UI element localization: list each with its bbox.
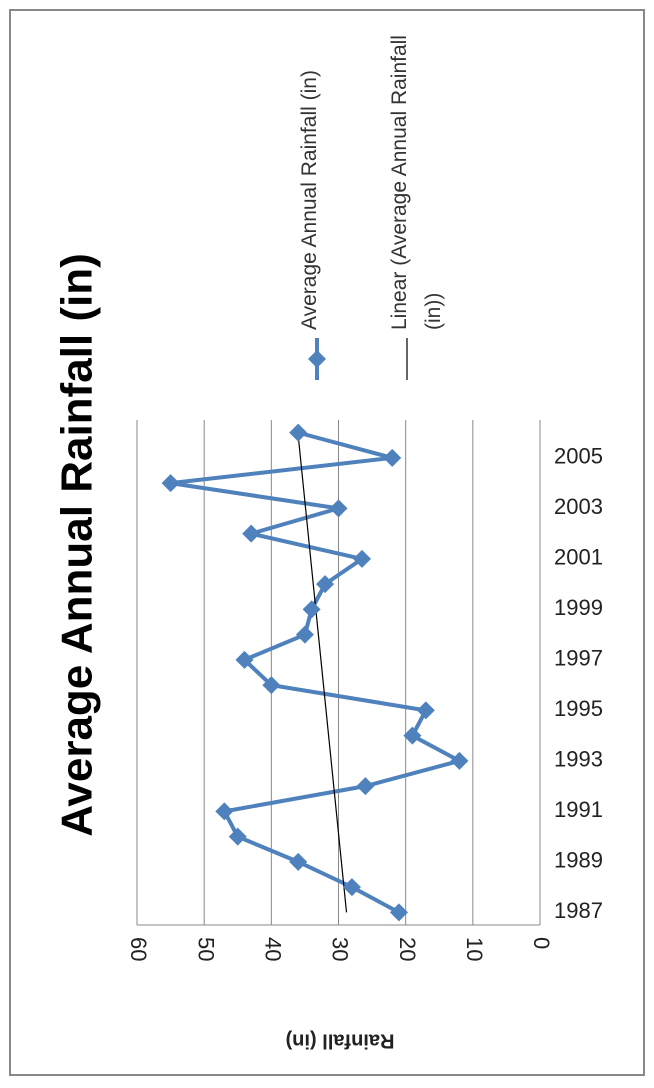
data-point: [329, 499, 348, 518]
y-tick-label: 0: [529, 937, 554, 949]
rotated-chart: Average Annual Rainfall (in) Rainfall (i…: [9, 9, 645, 1076]
data-point: [353, 549, 372, 568]
x-tick-label: 1999: [554, 595, 603, 620]
x-tick-label: 1987: [554, 898, 603, 923]
data-point: [416, 701, 435, 720]
x-tick-label: 1993: [554, 747, 603, 772]
x-tick-label: 2001: [554, 545, 603, 570]
data-point: [383, 448, 402, 467]
x-tick-label: 1997: [554, 646, 603, 671]
x-tick-label: 1995: [554, 696, 603, 721]
legend-label: Linear (Average Annual Rainfall (in)): [388, 35, 445, 330]
chart-title: Average Annual Rainfall (in): [53, 253, 102, 837]
legend-marker: [308, 350, 326, 368]
data-point: [262, 676, 281, 695]
y-tick-label: 50: [193, 937, 218, 961]
data-point: [295, 625, 314, 644]
data-point: [235, 650, 254, 669]
x-tick-label: 2005: [554, 444, 603, 469]
data-point: [403, 726, 422, 745]
y-tick-label: 30: [328, 937, 353, 961]
data-point: [242, 524, 261, 543]
data-point: [302, 600, 321, 619]
legend-label: Average Annual Rainfall (in): [298, 70, 321, 330]
data-point: [450, 751, 469, 770]
data-point: [342, 878, 361, 897]
x-tick-label: 1991: [554, 797, 603, 822]
data-point: [289, 423, 308, 442]
legend-entry: Average Annual Rainfall (in): [298, 70, 321, 330]
data-point: [389, 903, 408, 922]
y-tick-label: 20: [395, 937, 420, 961]
data-point: [289, 852, 308, 871]
data-point: [161, 474, 180, 493]
legend-entry: Linear (Average Annual Rainfall (in)): [388, 35, 445, 330]
y-tick-label: 10: [462, 937, 487, 961]
data-point: [316, 575, 335, 594]
y-tick-label: 40: [261, 937, 286, 961]
x-tick-label: 1989: [554, 848, 603, 873]
chart-border: [9, 9, 645, 1076]
data-point: [215, 802, 234, 821]
trendline: [297, 432, 348, 913]
x-tick-label: 2003: [554, 494, 603, 519]
y-tick-label: 60: [126, 937, 151, 961]
data-point: [228, 827, 247, 846]
y-axis-title: Rainfall (in): [286, 1030, 395, 1052]
data-point: [356, 777, 375, 796]
